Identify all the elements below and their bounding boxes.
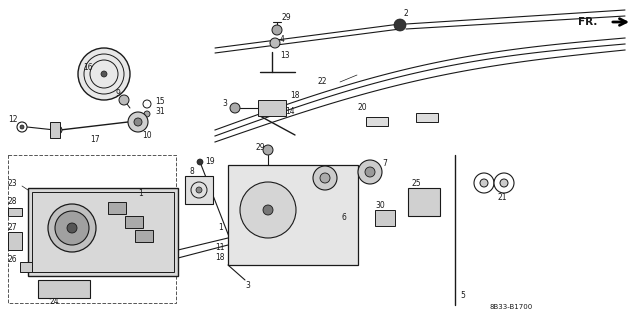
Text: 20: 20 xyxy=(357,103,367,113)
Bar xyxy=(416,113,438,122)
Text: 21: 21 xyxy=(497,192,506,202)
Circle shape xyxy=(313,166,337,190)
Circle shape xyxy=(128,112,148,132)
Circle shape xyxy=(494,173,514,193)
Bar xyxy=(108,202,126,214)
Bar xyxy=(375,210,395,226)
Bar xyxy=(32,192,174,272)
Text: 6: 6 xyxy=(342,213,347,222)
Circle shape xyxy=(17,122,27,132)
Text: 2: 2 xyxy=(403,10,408,19)
Text: 15: 15 xyxy=(155,97,164,106)
Text: 29: 29 xyxy=(282,13,292,23)
Bar xyxy=(135,230,153,242)
Text: 17: 17 xyxy=(90,136,100,145)
Text: 1: 1 xyxy=(218,224,223,233)
Circle shape xyxy=(196,187,202,193)
Text: FR.: FR. xyxy=(578,17,597,27)
Circle shape xyxy=(394,19,406,31)
Bar xyxy=(28,188,178,276)
Circle shape xyxy=(144,111,150,117)
Circle shape xyxy=(272,25,282,35)
Text: 23: 23 xyxy=(8,179,18,188)
Circle shape xyxy=(358,160,382,184)
Text: 13: 13 xyxy=(280,51,290,61)
Text: 31: 31 xyxy=(155,108,164,116)
Circle shape xyxy=(67,223,77,233)
Text: 24: 24 xyxy=(50,298,60,307)
Circle shape xyxy=(474,173,494,193)
Text: 4: 4 xyxy=(280,35,285,44)
Bar xyxy=(185,176,213,204)
Text: 28: 28 xyxy=(8,197,17,206)
Bar xyxy=(366,117,388,126)
Text: 1: 1 xyxy=(138,189,143,197)
Text: 12: 12 xyxy=(8,115,17,124)
Text: 27: 27 xyxy=(8,224,18,233)
Circle shape xyxy=(55,211,89,245)
Circle shape xyxy=(320,173,330,183)
Text: 9: 9 xyxy=(116,90,121,99)
Circle shape xyxy=(240,182,296,238)
Circle shape xyxy=(365,167,375,177)
Text: 10: 10 xyxy=(142,130,152,139)
Polygon shape xyxy=(108,8,628,308)
Text: 14: 14 xyxy=(285,108,294,116)
Text: 30: 30 xyxy=(375,201,385,210)
Circle shape xyxy=(54,126,62,134)
Circle shape xyxy=(197,159,203,165)
Bar xyxy=(38,280,90,298)
Text: 19: 19 xyxy=(205,158,214,167)
Text: 8B33-B1700: 8B33-B1700 xyxy=(490,304,533,310)
Circle shape xyxy=(230,103,240,113)
Circle shape xyxy=(101,71,107,77)
Bar xyxy=(20,262,32,272)
Text: 22: 22 xyxy=(318,78,328,86)
Text: 7: 7 xyxy=(382,160,387,168)
Bar xyxy=(50,122,60,138)
Circle shape xyxy=(134,118,142,126)
Text: 5: 5 xyxy=(460,291,465,300)
Circle shape xyxy=(480,179,488,187)
Circle shape xyxy=(500,179,508,187)
Circle shape xyxy=(48,204,96,252)
Bar xyxy=(408,188,440,216)
Text: 18: 18 xyxy=(216,254,225,263)
Text: 8: 8 xyxy=(190,167,195,176)
Bar xyxy=(228,165,358,265)
Bar xyxy=(125,216,143,228)
Bar xyxy=(8,155,176,303)
Text: 29: 29 xyxy=(255,143,264,152)
Circle shape xyxy=(270,38,280,48)
Text: 16: 16 xyxy=(83,63,93,72)
Text: 3: 3 xyxy=(245,280,250,290)
Circle shape xyxy=(263,205,273,215)
Circle shape xyxy=(119,95,129,105)
Text: 18: 18 xyxy=(290,92,300,100)
Circle shape xyxy=(78,48,130,100)
Text: 26: 26 xyxy=(8,256,18,264)
Text: 11: 11 xyxy=(216,243,225,253)
Bar xyxy=(258,100,286,116)
Bar xyxy=(8,232,22,250)
Circle shape xyxy=(20,125,24,129)
Bar xyxy=(8,208,22,216)
Circle shape xyxy=(263,145,273,155)
Text: 3: 3 xyxy=(222,100,227,108)
Text: 25: 25 xyxy=(412,179,422,188)
